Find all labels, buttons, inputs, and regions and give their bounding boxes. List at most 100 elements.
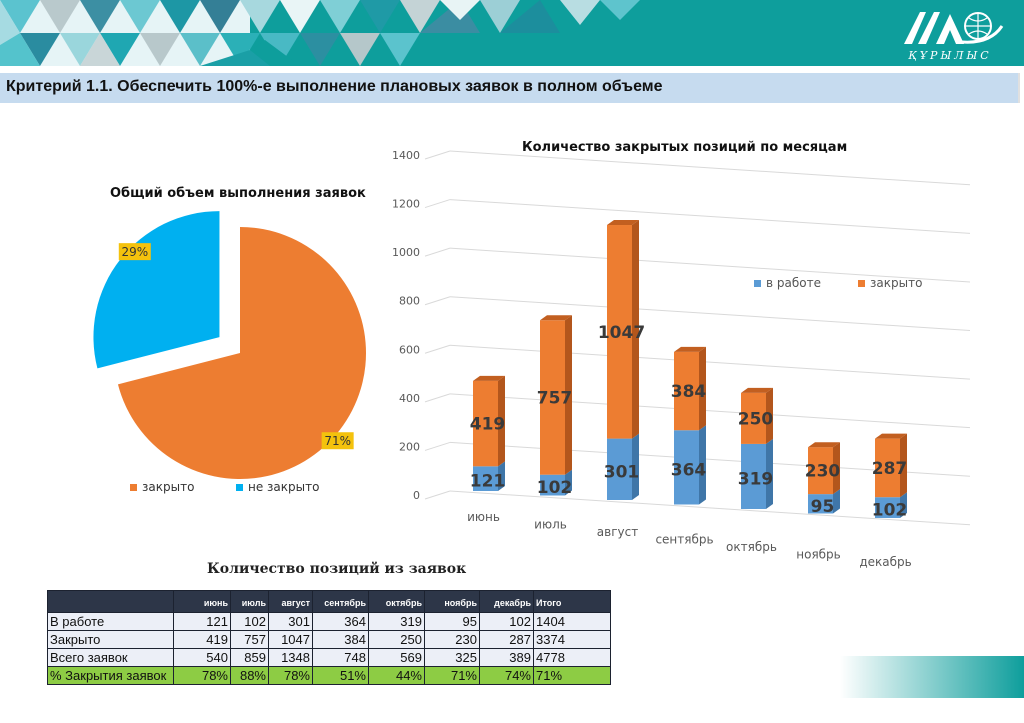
bar-side (498, 461, 505, 491)
table-cell: 88% (230, 666, 269, 685)
legend-label: закрыто (870, 276, 923, 290)
bar-data-label: 95 (811, 497, 835, 517)
bar-side (565, 315, 572, 475)
gridline (449, 344, 971, 380)
legend-swatch-blue (236, 484, 243, 491)
pie-legend-item-open: не закрыто (236, 480, 319, 494)
bar-side (833, 489, 840, 514)
x-tick-label: июль (534, 518, 567, 532)
table-cell: 287 (479, 630, 534, 649)
header-banner: ҚҰРЫЛЫС (0, 0, 1024, 66)
company-logo: ҚҰРЫЛЫС (890, 4, 1010, 64)
header-cell: октябрь (368, 590, 425, 613)
header-cell: ноябрь (424, 590, 480, 613)
bar-segment (875, 438, 900, 498)
legend-swatch-orange (858, 280, 865, 287)
row-label: Всего заявок (47, 648, 174, 667)
pie-legend-item-closed: закрыто (130, 480, 194, 494)
triangle-pattern (0, 0, 640, 66)
bar-top (875, 433, 907, 439)
bar-segment (473, 380, 498, 467)
x-tick-label: август (597, 525, 638, 539)
x-tick-label: июнь (467, 510, 500, 524)
bar-data-label: 250 (738, 409, 774, 429)
bar-segment (741, 443, 766, 509)
gridline (449, 393, 971, 429)
row-label: Закрыто (47, 630, 174, 649)
table-cell: 364 (312, 612, 369, 631)
bar-data-label: 301 (604, 462, 640, 482)
table-cell: 389 (479, 648, 534, 667)
table-cell: 250 (368, 630, 425, 649)
bar-top (808, 442, 840, 448)
decorative-gradient-bar (840, 656, 1024, 698)
gridline (449, 490, 971, 526)
table-cell: 102 (230, 612, 269, 631)
legend-label: в работе (766, 276, 821, 290)
x-tick-label: октябрь (726, 540, 777, 554)
gridline (449, 150, 971, 186)
header-cell: июль (230, 590, 269, 613)
row-label: % Закрытия заявок (47, 666, 174, 685)
bar-segment (607, 225, 632, 439)
table-row: Всего заявок 540 859 1348 748 569 325 389 4778 (47, 648, 611, 667)
header-cell: декабрь (479, 590, 534, 613)
bar-side (565, 469, 572, 496)
y-tick-label: 200 (399, 440, 420, 453)
pie-chart: 71% 29% (93, 211, 366, 479)
table-cell: 419 (173, 630, 231, 649)
gridline (449, 296, 971, 332)
pie-data-label: 71% (324, 434, 351, 448)
bar-data-label: 102 (872, 501, 908, 521)
bar-data-label: 757 (537, 388, 573, 408)
bar-data-label: 121 (470, 472, 506, 492)
bar-side (498, 375, 505, 467)
pie-slice (93, 211, 220, 369)
row-total: 4778 (533, 648, 611, 667)
pie-label-bg (118, 243, 151, 261)
table-cell: 540 (173, 648, 231, 667)
bar-top (540, 315, 572, 321)
bar-data-label: 1047 (598, 323, 645, 343)
bar-data-label: 419 (470, 415, 506, 435)
pie-slice (117, 227, 366, 479)
bar-segment (540, 320, 565, 475)
table-cell: 78% (173, 666, 231, 685)
table-cell: 1348 (268, 648, 313, 667)
gridline-side (424, 247, 451, 257)
table-cell: 384 (312, 630, 369, 649)
table-cell: 95 (424, 612, 480, 631)
y-tick-label: 1200 (392, 198, 420, 211)
row-label: В работе (47, 612, 174, 631)
header-cell: сентябрь (312, 590, 369, 613)
table-row: Закрыто 419 757 1047 384 250 230 287 3374 (47, 630, 611, 649)
bar-side (766, 438, 773, 509)
pie-chart-title: Общий объем выполнения заявок (110, 186, 366, 201)
table-cell: 44% (368, 666, 425, 685)
bar-segment (741, 392, 766, 444)
bar-segment (674, 430, 699, 505)
row-total: 3374 (533, 630, 611, 649)
bar-side (900, 433, 907, 498)
y-tick-label: 800 (399, 295, 420, 308)
table-row: % Закрытия заявок 78% 88% 78% 51% 44% 71% 74% 71… (47, 666, 611, 685)
gridline-side (424, 296, 451, 306)
bar-segment (540, 474, 565, 496)
bar-data-label: 287 (872, 459, 908, 479)
legend-swatch-blue (754, 280, 761, 287)
row-total: 71% (533, 666, 611, 685)
positions-table: июнь июль август сентябрь октябрь ноябрь… (47, 590, 611, 685)
header-cell: июнь (173, 590, 231, 613)
table-title: Количество позиций из заявок (207, 561, 467, 577)
gridline-side (424, 199, 451, 209)
bar-segment (875, 497, 900, 518)
gridline-side (424, 344, 451, 354)
bar-top (607, 220, 639, 226)
bar-side (699, 425, 706, 505)
bar-data-label: 102 (537, 478, 573, 498)
legend-swatch-orange (130, 484, 137, 491)
gridline (449, 199, 971, 234)
bar-segment (607, 438, 632, 500)
bar-side (699, 346, 706, 431)
header-cell: август (268, 590, 313, 613)
